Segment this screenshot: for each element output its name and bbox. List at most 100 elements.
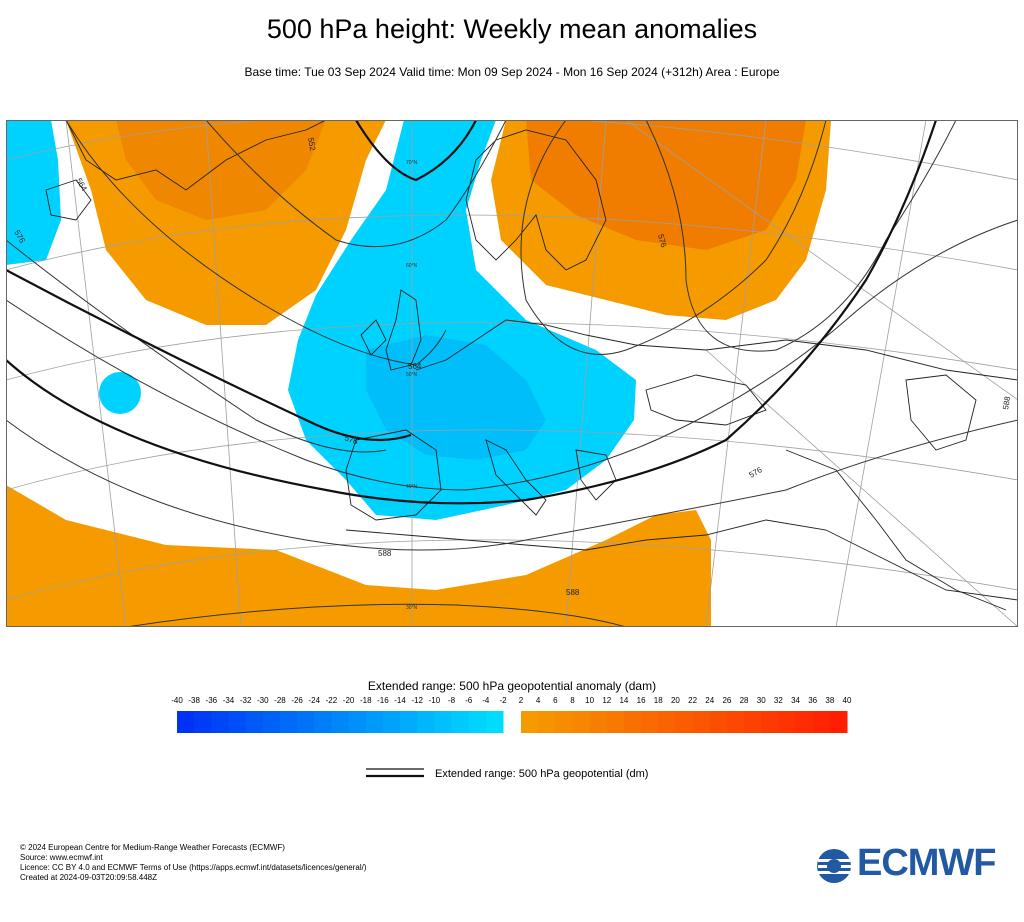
colorbar-negative-bin (177, 711, 195, 733)
colorbar-negative-bin (297, 711, 315, 733)
colorbar-positive-bin (658, 711, 676, 733)
colorbar-tick-label: 18 (653, 696, 663, 705)
page-title: 500 hPa height: Weekly mean anomalies (266, 14, 758, 44)
negative-anomaly-west (6, 120, 61, 265)
colorbar-tick-label: 20 (670, 696, 680, 705)
colorbar-tick-label: 32 (773, 696, 783, 705)
negative-anomaly-europe (288, 120, 636, 520)
colorbar-positive-bin (623, 711, 642, 733)
graticule-label: 30°N (406, 605, 418, 611)
contour-576-west (6, 239, 387, 453)
colorbar-tick-label: -4 (482, 696, 490, 705)
colorbar-tick-label: -40 (171, 696, 183, 705)
colorbar-tick-label: -28 (274, 696, 286, 705)
graticule-label: 70°N (406, 160, 418, 166)
colorbar-tick-label: 22 (688, 696, 698, 705)
anomaly-shading (6, 120, 831, 627)
contour-label: 588 (566, 588, 580, 597)
colorbar-ticks: -40 -38 -36 -34 -32 -30 -28 -26 -24 -22 -20 -18 -16-… (0, 696, 1024, 710)
colorbar-tick-label: -34 (222, 696, 235, 705)
ecmwf-logo-text: ECMWF (857, 842, 997, 884)
caspian-coast (905, 374, 977, 451)
bold-contour-lower (6, 120, 938, 505)
colorbar-negative-bin (468, 711, 487, 733)
colorbar-tick-label: -36 (205, 696, 218, 705)
colorbar-tick-label: 2 (518, 696, 524, 705)
map-frame (6, 120, 1018, 627)
greece-coast (575, 449, 617, 501)
colorbar-tick-label: 16 (636, 696, 646, 705)
colorbar-negative-bin (228, 711, 247, 733)
colorbar-negative-bin (245, 711, 264, 733)
western-europe-coast (415, 319, 1018, 381)
colorbar-tick-label: 6 (553, 696, 558, 705)
colorbar-tick-label: -24 (308, 696, 321, 705)
colorbar-positive-bin (726, 711, 745, 733)
colorbar-tick-label: -18 (359, 696, 372, 705)
negative-anomaly-europe-core (366, 335, 546, 460)
north-africa-coast (345, 519, 1018, 601)
contour-552 (205, 120, 507, 248)
colorbar-negative-bin (314, 711, 332, 733)
contour-588-lower (125, 603, 627, 627)
colorbar-negative-bin (434, 711, 453, 733)
colorbar-negative-bin (194, 711, 212, 733)
positive-anomaly-north-africa (6, 485, 711, 627)
positive-anomaly-scandinavia-core (526, 120, 806, 250)
page-subtitle: Base time: Tue 03 Sep 2024 Valid time: M… (244, 65, 780, 79)
footer-copyright: © 2024 European Centre for Medium-Range … (20, 843, 285, 852)
colorbar-tick-label: 28 (739, 696, 749, 705)
colorbar-positive-bin (538, 711, 556, 733)
colorbar-positive-bin (761, 711, 779, 733)
contour-line-key (366, 768, 424, 778)
colorbar-tick-label: -26 (291, 696, 303, 705)
contour-588 (6, 419, 1018, 551)
bold-contour-upper (355, 120, 477, 182)
contour-label: 552 (306, 137, 317, 152)
colorbar-tick-label: 36 (808, 696, 818, 705)
geopotential-contours-bold (6, 120, 938, 505)
colorbar-tick-label: -22 (325, 696, 338, 705)
colorbar-tick-label: 34 (791, 696, 800, 705)
legend-title: Extended range: 500 hPa geopotential ano… (367, 679, 657, 693)
colorbar-positive-bin (572, 711, 591, 733)
colorbar-negative-bin (262, 711, 281, 733)
footer-licence: Licence: CC BY 4.0 and ECMWF Terms of Us… (20, 863, 367, 872)
colorbar-tick-label: -14 (394, 696, 406, 705)
graticule (6, 120, 1018, 627)
graticule-label: 40°N (406, 484, 418, 490)
colorbar-negative-bin (485, 711, 504, 733)
iberia-coast (345, 429, 442, 521)
coastlines (45, 120, 1018, 611)
colorbar-tick-label: -6 (465, 696, 473, 705)
positive-anomaly-greenland-core (116, 120, 326, 220)
colorbar-tick-label: 24 (705, 696, 715, 705)
colorbar-positive-bin (778, 711, 797, 733)
colorbar-tick-label: 26 (722, 696, 732, 705)
contour-line-key-label: Extended range: 500 hPa geopotential (dm… (435, 768, 649, 780)
colorbar-negative-bin (417, 711, 435, 733)
colorbar-tick-label: 4 (535, 696, 541, 705)
contour-label: 588 (1001, 395, 1012, 410)
anomaly-map: 564 576 576 576 576 588 588 588 552 564 … (6, 120, 1018, 627)
colorbar-negative-bin (400, 711, 418, 733)
colorbar-negative-bin (279, 711, 298, 733)
colorbar-positive-bin (744, 711, 762, 733)
colorbar-tick-label: -16 (377, 696, 389, 705)
colorbar-tick-label: 8 (570, 696, 575, 705)
bold-contour-middle (6, 269, 412, 442)
colorbar-tick-label: -8 (447, 696, 456, 705)
colorbar-negative-bin (365, 711, 384, 733)
colorbar-positive-bin (641, 711, 659, 733)
colorbar-tick-label: -30 (257, 696, 269, 705)
scandinavia-coast (465, 129, 607, 271)
greenland-coast (65, 120, 327, 191)
contour-label: 564 (408, 362, 422, 371)
colorbar-tick-label: -2 (499, 696, 507, 705)
colorbar-positive-bin (829, 711, 848, 733)
contour-label: 576 (343, 433, 359, 446)
colorbar-tick-label: -32 (239, 696, 252, 705)
colorbar-positive-bin (795, 711, 814, 733)
ecmwf-logo-mark (817, 849, 852, 883)
colorbar-tick-label: 12 (602, 696, 612, 705)
